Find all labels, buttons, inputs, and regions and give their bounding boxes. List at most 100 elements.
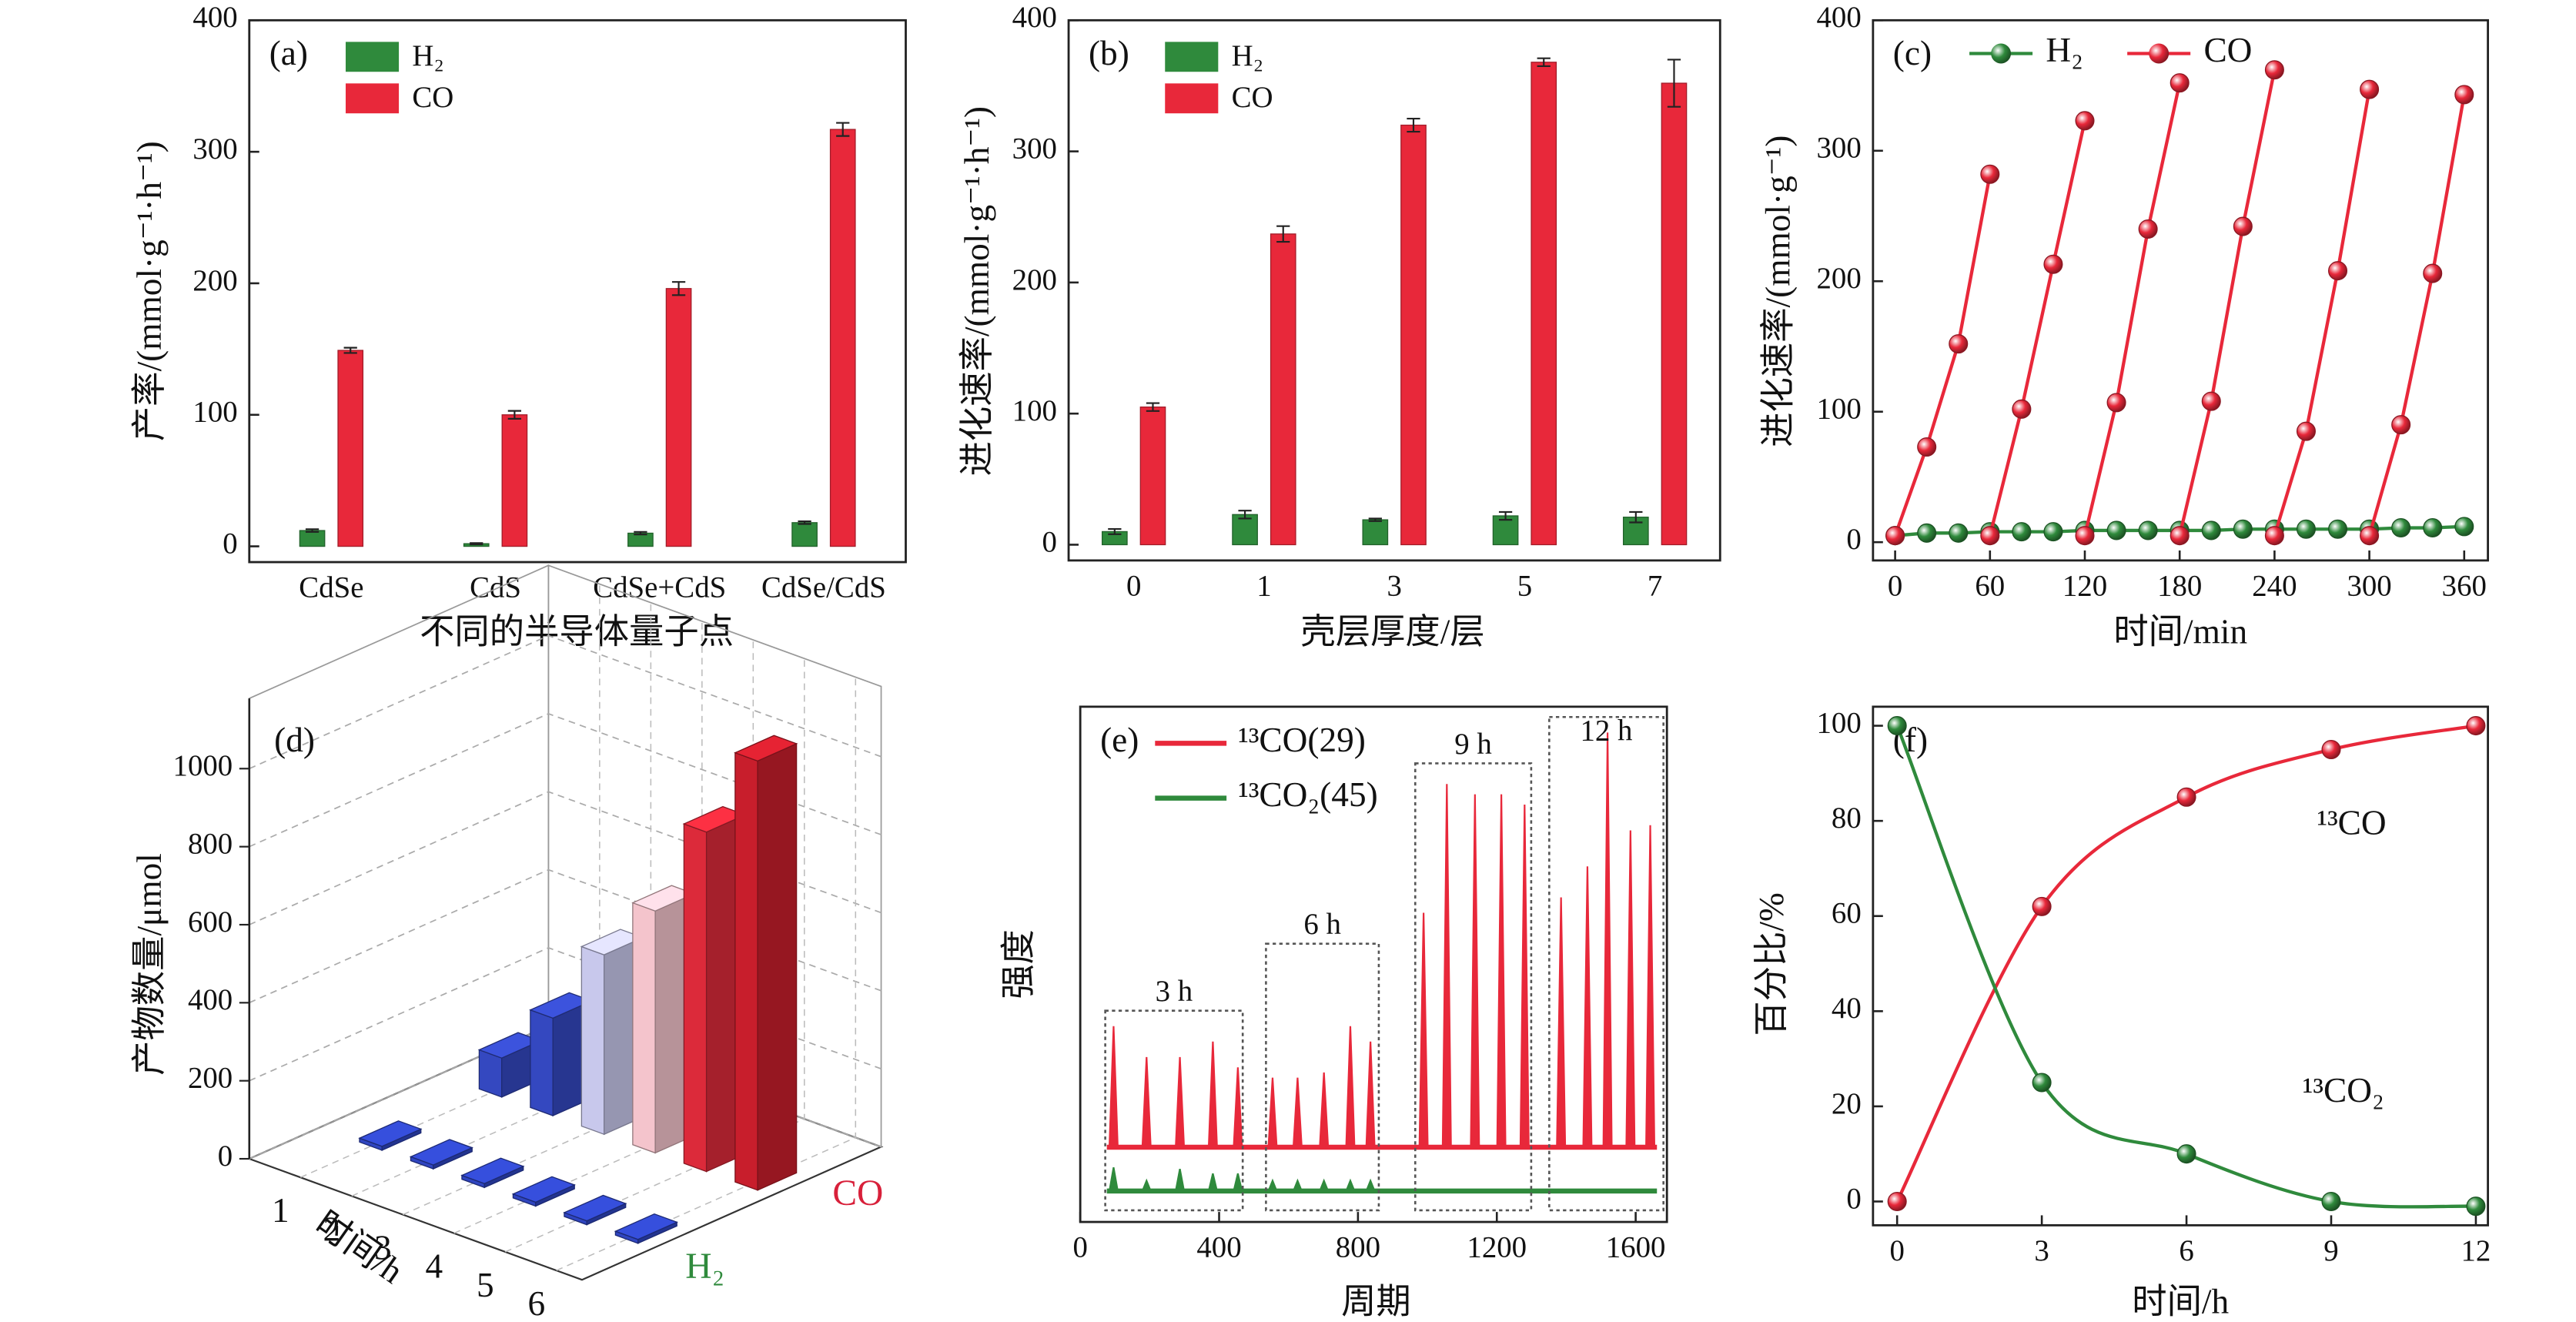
- error-bar: [343, 346, 357, 354]
- x-tick-label: 300: [2347, 570, 2391, 603]
- peak: [1267, 1077, 1278, 1149]
- y-tick-label: 400: [1012, 1, 1057, 34]
- peak: [1318, 1178, 1330, 1192]
- x-axis-title: 时间/min: [2113, 612, 2247, 651]
- peak: [1292, 1077, 1303, 1149]
- point: [1949, 523, 1969, 543]
- point: [1887, 1191, 1907, 1212]
- peak: [1345, 1026, 1356, 1149]
- panel-label: (a): [269, 34, 308, 72]
- legend-label: H₂: [2046, 31, 2083, 69]
- point: [2264, 60, 2284, 80]
- region-label: 6 h: [1303, 908, 1341, 941]
- y-tick-label: 100: [192, 396, 237, 429]
- error-bar: [1276, 225, 1290, 243]
- point: [2043, 522, 2063, 542]
- region-label: 3 h: [1156, 975, 1193, 1008]
- peak: [1441, 784, 1452, 1149]
- plot-frame: [1067, 18, 1721, 562]
- bar-top: [460, 1157, 525, 1184]
- peak: [1292, 1178, 1303, 1192]
- series-label: ¹³CO₂: [2303, 1071, 2384, 1109]
- bar: [1531, 62, 1557, 546]
- error-bar: [1498, 510, 1513, 521]
- y-tick-label: 300: [192, 132, 237, 166]
- x-tick-label: 180: [2157, 570, 2202, 603]
- panel-label: (b): [1089, 34, 1129, 72]
- y-tick-label: 20: [1832, 1087, 1862, 1120]
- y-axis-title: 强度: [999, 929, 1038, 999]
- point: [2233, 216, 2253, 236]
- legend-swatch: [1165, 42, 1219, 72]
- point: [2296, 421, 2316, 441]
- error-bar: [671, 281, 686, 296]
- panel-label: (d): [274, 721, 315, 759]
- bar-top: [734, 735, 798, 762]
- series-line: [1893, 69, 2466, 537]
- peak: [1141, 1178, 1153, 1192]
- x-tick-label: CdSe/CdS: [761, 571, 886, 604]
- error-bar: [305, 528, 319, 533]
- y-tick-label: 100: [1816, 393, 1861, 426]
- peak: [1108, 1026, 1119, 1149]
- point: [2176, 1144, 2196, 1164]
- series-label: ¹³CO: [2317, 804, 2386, 842]
- x-tick-label: 12: [2461, 1234, 2491, 1267]
- x-tick-label: 0: [1889, 1234, 1904, 1267]
- point: [2043, 254, 2063, 274]
- point: [2466, 1196, 2486, 1217]
- x-tick-label: 4: [426, 1247, 443, 1286]
- x-tick-label: 1: [272, 1191, 289, 1230]
- y-tick-label: 100: [1012, 394, 1057, 427]
- peak: [1175, 1056, 1186, 1149]
- bar-3d: [511, 1176, 576, 1207]
- point: [1917, 523, 1937, 543]
- point: [2321, 739, 2341, 759]
- peak: [1365, 1178, 1377, 1192]
- y-tick-label: 300: [1816, 132, 1861, 165]
- error-bar: [836, 122, 850, 137]
- peak: [1470, 794, 1480, 1149]
- x-axis-title: 不同的半导体量子点: [420, 612, 734, 651]
- z-tick-label: 0: [218, 1140, 233, 1173]
- bar: [1139, 407, 1166, 546]
- x-tick-label: 0: [1126, 570, 1141, 603]
- legend-label: H₂: [412, 39, 444, 72]
- bar: [1362, 519, 1389, 546]
- point: [2201, 520, 2221, 541]
- x-tick-label: 800: [1336, 1231, 1380, 1264]
- x-tick-label: 7: [1648, 570, 1662, 603]
- bar: [665, 288, 692, 547]
- bar-top: [511, 1176, 576, 1203]
- z-axis-title: 产物数量/μmol: [130, 853, 169, 1076]
- point: [2170, 526, 2190, 546]
- point: [2391, 415, 2411, 435]
- point: [1980, 526, 2000, 546]
- point: [2032, 896, 2052, 916]
- x-tick-label: 360: [2442, 570, 2487, 603]
- bar: [829, 129, 856, 547]
- error-bar: [798, 520, 811, 525]
- error-bar: [1368, 517, 1382, 522]
- legend-swatch: [346, 83, 400, 114]
- point: [2201, 391, 2221, 411]
- region-box: [1413, 762, 1533, 1212]
- bar-3d: [460, 1157, 525, 1189]
- point: [2138, 219, 2158, 239]
- y-tick-label: 300: [1012, 132, 1057, 166]
- x-tick-label: 60: [1975, 570, 2005, 603]
- point: [1980, 164, 2000, 184]
- peak: [1556, 897, 1567, 1149]
- legend-label: CO: [2203, 31, 2252, 69]
- peak: [1319, 1072, 1330, 1149]
- bar: [1661, 82, 1688, 546]
- peak: [1645, 825, 1656, 1149]
- error-bar: [1629, 510, 1643, 524]
- legend-label: ¹³CO₂(45): [1238, 775, 1377, 814]
- x-tick-label: 1200: [1467, 1231, 1527, 1264]
- peak: [1582, 866, 1593, 1149]
- point: [2106, 393, 2126, 413]
- x-tick-label: 400: [1196, 1231, 1241, 1264]
- x-tick-label: 6: [527, 1284, 545, 1322]
- point: [2391, 518, 2411, 538]
